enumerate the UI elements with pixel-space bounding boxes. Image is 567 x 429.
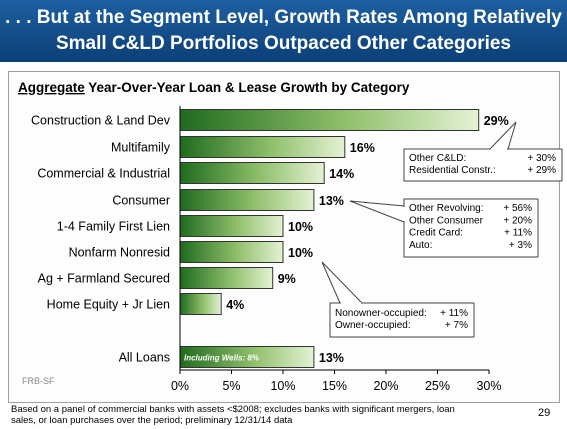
all-loans-inner-note: Including Wells: 8% — [184, 354, 259, 363]
bar-ag-farmland-secured — [179, 267, 274, 289]
x-tick-label: 15% — [322, 379, 347, 393]
category-label-all-loans: All Loans — [119, 351, 170, 365]
bars-layer: Construction & Land Dev 29% Multifamily 16%… — [31, 109, 509, 368]
category-label-nonfarm-nonresid: Nonfarm Nonresid — [69, 246, 170, 260]
category-label-home-equity-jr-lien: Home Equity + Jr Lien — [47, 298, 170, 312]
x-tick-label: 5% — [222, 379, 240, 393]
callout-row-value: + 3% — [509, 240, 532, 251]
callout-nonfarm-rows: Nonowner-occupied: + 11% Owner-occupied: + … — [335, 308, 468, 331]
category-label-construction-land-dev: Construction & Land Dev — [31, 114, 171, 128]
value-label-nonfarm-nonresid: 10% — [288, 246, 313, 260]
value-label-construction-land-dev: 29% — [484, 114, 509, 128]
value-label-consumer: 13% — [319, 194, 344, 208]
category-label-commercial-industrial: Commercial & Industrial — [37, 167, 170, 181]
bar-1-4-family-first-lien — [179, 215, 284, 237]
chart-title-rest: Year-Over-Year Loan & Lease Growth by Ca… — [85, 80, 410, 95]
callout-row-label: Other C&LD: — [409, 153, 466, 164]
chart-title: Aggregate Year-Over-Year Loan & Lease Gr… — [18, 80, 410, 95]
value-label-home-equity-jr-lien: 4% — [226, 298, 244, 312]
category-label-multifamily: Multifamily — [111, 141, 171, 155]
bar-commercial-industrial — [179, 162, 325, 184]
value-label-ag-farmland-secured: 9% — [278, 272, 296, 286]
bar-consumer — [179, 189, 315, 211]
category-label-consumer: Consumer — [112, 194, 170, 208]
x-tick-label: 10% — [270, 379, 295, 393]
title-bar: . . . But at the Segment Level, Growth R… — [0, 0, 567, 62]
value-label-commercial-industrial: 14% — [329, 167, 354, 181]
slide-title-line-2: Small C&LD Portfolios Outpaced Other Cat… — [55, 33, 512, 54]
chart-title-emphasis: Aggregate — [18, 80, 85, 95]
callout-row-label: Nonowner-occupied: — [335, 308, 427, 319]
callout-row-label: Other Consumer — [409, 215, 484, 226]
callout-consumer: Other Revolving: + 56% Other Consumer + 20%… — [349, 198, 539, 258]
bar-construction-land-dev — [179, 109, 480, 131]
x-tick-label: 30% — [476, 379, 501, 393]
footnote: Based on a panel of commercial banks wit… — [11, 404, 511, 426]
category-label-ag-farmland-secured: Ag + Farmland Secured — [38, 272, 170, 286]
category-label-1-4-family-first-lien: 1-4 Family First Lien — [57, 220, 170, 234]
bar-home-equity-jr-lien — [179, 293, 222, 315]
source-label: FRB-SF — [22, 376, 55, 386]
callout-nonfarm: Nonowner-occupied: + 11% Owner-occupied: + … — [321, 261, 475, 338]
callout-row-label: Owner-occupied: — [335, 320, 411, 331]
value-label-all-loans: 13% — [319, 351, 344, 365]
x-tick-label: 20% — [373, 379, 398, 393]
callout-row-value: + 7% — [445, 320, 468, 331]
callout-construction-rows: Other C&LD: + 30% Residential Constr.: + 29… — [409, 153, 556, 176]
value-label-1-4-family-first-lien: 10% — [288, 220, 313, 234]
callout-row-label: Residential Constr.: — [409, 165, 496, 176]
callout-row-value: + 29% — [527, 165, 556, 176]
footnote-line-2: sales, or loan purchases over the period… — [11, 415, 293, 426]
slide-title-line-1: . . . But at the Segment Level, Growth R… — [5, 7, 562, 28]
value-label-multifamily: 16% — [350, 141, 375, 155]
page-number: 29 — [538, 407, 551, 419]
callout-row-value: + 20% — [503, 215, 532, 226]
x-axis: 0% 5% 10% 15% 20% 25% 30% — [171, 106, 502, 393]
callout-row-value: + 56% — [503, 203, 532, 214]
callout-row-value: + 30% — [527, 153, 556, 164]
bar-multifamily — [179, 136, 346, 158]
x-tick-label: 0% — [171, 379, 189, 393]
x-tick-label: 25% — [425, 379, 450, 393]
callout-construction: Other C&LD: + 30% Residential Constr.: + 29… — [403, 121, 563, 182]
footnote-line-1: Based on a panel of commercial banks wit… — [11, 404, 455, 415]
callout-consumer-rows: Other Revolving: + 56% Other Consumer + 20%… — [409, 203, 532, 251]
callout-row-value: + 11% — [504, 228, 532, 239]
callout-row-label: Other Revolving: — [409, 203, 483, 214]
bar-nonfarm-nonresid — [179, 241, 284, 263]
callout-row-label: Auto: — [409, 240, 432, 251]
callout-row-label: Credit Card: — [409, 228, 463, 239]
callout-row-value: + 11% — [440, 308, 468, 319]
